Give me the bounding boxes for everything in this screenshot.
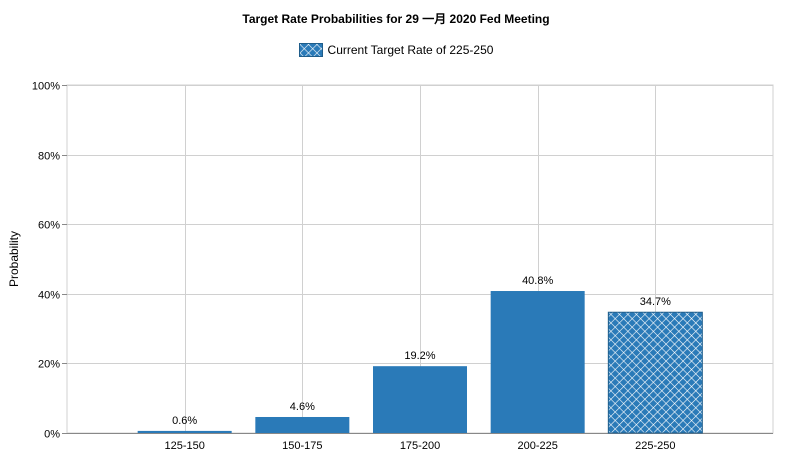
data-label: 0.6% (172, 415, 197, 427)
y-tick-label: 100% (32, 81, 60, 93)
data-label: 4.6% (290, 401, 315, 413)
legend-hatch-swatch (298, 43, 323, 57)
bars (137, 291, 703, 434)
data-label: 19.2% (404, 350, 435, 362)
bar-225-250 (607, 311, 703, 434)
x-tick-label: 150-175 (282, 440, 322, 452)
bar-200-225 (490, 291, 585, 433)
y-tick-label: 20% (38, 359, 60, 371)
x-tick-label: 200-225 (517, 440, 557, 452)
x-tick-label: 225-250 (635, 440, 675, 452)
legend-label: Current Target Rate of 225-250 (327, 43, 494, 57)
x-tick-label: 125-150 (164, 440, 204, 452)
y-tick-label: 80% (38, 151, 60, 163)
y-tick-label: 40% (38, 290, 60, 302)
bar-175-200 (373, 366, 467, 433)
y-axis-label: Probability (7, 231, 21, 287)
data-label: 34.7% (640, 296, 671, 308)
chart-legend: Current Target Rate of 225-250 (0, 43, 792, 57)
bar-150-175 (255, 416, 350, 433)
chart-title: Target Rate Probabilities for 29 一月 2020… (242, 12, 550, 26)
x-tick-label: 175-200 (400, 440, 440, 452)
y-tick-label: 0% (44, 429, 60, 441)
bar-125-150 (137, 430, 232, 433)
labels: 0% 20% 40% 60% 80% 100% 0.6% 125-150 4.6% 150-175… (32, 81, 676, 453)
y-tick-label: 60% (38, 220, 60, 232)
data-label: 40.8% (522, 275, 553, 287)
